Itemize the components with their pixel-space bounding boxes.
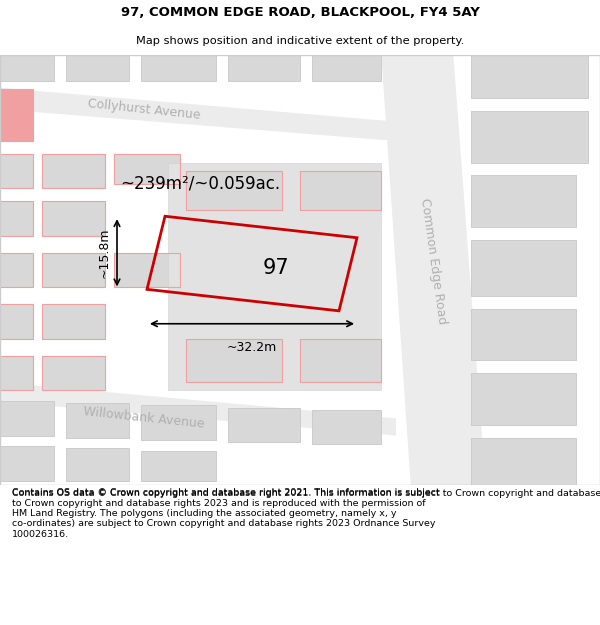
Polygon shape	[42, 304, 105, 339]
Polygon shape	[0, 401, 54, 436]
Polygon shape	[471, 240, 576, 296]
Text: Contains OS data © Crown copyright and database right 2021. This information is : Contains OS data © Crown copyright and d…	[12, 489, 600, 498]
Polygon shape	[141, 451, 216, 481]
Polygon shape	[0, 154, 33, 188]
Text: ~239m²/~0.059ac.: ~239m²/~0.059ac.	[120, 175, 280, 193]
Text: Collyhurst Avenue: Collyhurst Avenue	[87, 97, 201, 122]
Polygon shape	[0, 304, 33, 339]
Polygon shape	[312, 51, 381, 81]
Polygon shape	[0, 89, 33, 141]
Polygon shape	[0, 382, 396, 436]
Polygon shape	[186, 171, 282, 210]
Polygon shape	[141, 406, 216, 440]
Text: Contains OS data © Crown copyright and database right 2021. This information is : Contains OS data © Crown copyright and d…	[12, 488, 440, 539]
Polygon shape	[141, 51, 216, 81]
Polygon shape	[42, 253, 105, 288]
Polygon shape	[471, 51, 588, 98]
Polygon shape	[471, 438, 576, 489]
Polygon shape	[0, 88, 396, 141]
Polygon shape	[0, 51, 54, 81]
Polygon shape	[42, 356, 105, 391]
Polygon shape	[42, 154, 105, 188]
Polygon shape	[66, 449, 129, 481]
Text: 97: 97	[263, 258, 289, 278]
Polygon shape	[228, 408, 300, 442]
Polygon shape	[42, 201, 105, 236]
Polygon shape	[471, 111, 588, 162]
Polygon shape	[0, 253, 33, 288]
Text: Map shows position and indicative extent of the property.: Map shows position and indicative extent…	[136, 36, 464, 46]
Polygon shape	[312, 410, 381, 444]
Text: Willowbank Avenue: Willowbank Avenue	[83, 406, 205, 431]
Polygon shape	[114, 253, 180, 288]
Polygon shape	[0, 446, 54, 481]
Polygon shape	[114, 154, 180, 184]
Polygon shape	[381, 51, 486, 489]
Polygon shape	[300, 171, 381, 210]
Text: ~32.2m: ~32.2m	[227, 341, 277, 354]
Text: Common Edge Road: Common Edge Road	[418, 198, 449, 326]
Polygon shape	[471, 309, 576, 360]
Text: ~15.8m: ~15.8m	[98, 228, 111, 278]
Polygon shape	[300, 339, 381, 382]
Text: 97, COMMON EDGE ROAD, BLACKPOOL, FY4 5AY: 97, COMMON EDGE ROAD, BLACKPOOL, FY4 5AY	[121, 6, 479, 19]
Polygon shape	[0, 89, 33, 141]
Polygon shape	[186, 339, 282, 382]
Polygon shape	[168, 162, 381, 391]
Polygon shape	[0, 201, 33, 236]
Polygon shape	[471, 176, 576, 227]
Polygon shape	[471, 373, 576, 425]
Polygon shape	[66, 403, 129, 437]
Polygon shape	[0, 356, 33, 391]
Polygon shape	[228, 51, 300, 81]
Polygon shape	[66, 51, 129, 81]
